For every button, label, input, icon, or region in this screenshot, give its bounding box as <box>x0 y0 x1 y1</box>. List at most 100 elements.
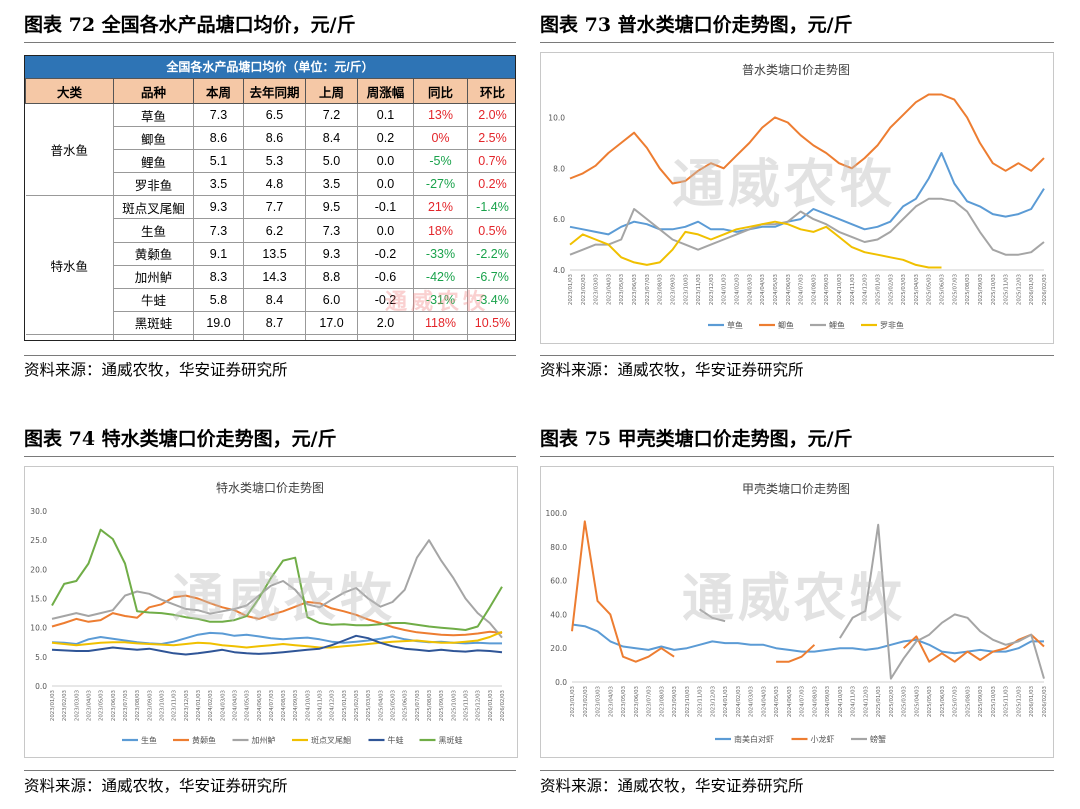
table-cell: 7.3 <box>193 218 244 243</box>
table-cell: 3.5 <box>305 172 358 197</box>
x-tick-label: 2023/10/03 <box>683 274 689 305</box>
x-tick-label: 2023/03/03 <box>74 690 80 721</box>
x-tick-label: 2025/05/03 <box>927 686 933 717</box>
y-tick-label: 20.0 <box>550 644 567 653</box>
x-tick-label: 2026/02/03 <box>500 690 506 721</box>
x-tick-label: 2024/07/03 <box>269 690 275 721</box>
table-cell: 14.3 <box>243 264 306 289</box>
x-tick-label: 2026/02/03 <box>1042 274 1048 305</box>
table-cell: -0.6 <box>357 264 414 289</box>
x-tick-label: 2025/03/03 <box>902 686 908 717</box>
table-cell: 6.2 <box>243 218 306 243</box>
table-row: 甲壳类南美白对虾22.424.124.5-2.1-7%-9.3% <box>25 333 515 340</box>
table-cell: 0.1 <box>357 102 414 128</box>
x-tick-label: 2025/01/03 <box>876 686 882 717</box>
table-category-cell: 特水鱼 <box>25 195 114 335</box>
table-cell: 南美白对虾 <box>113 333 194 340</box>
x-tick-label: 2024/09/03 <box>824 274 830 305</box>
x-tick-label: 2023/02/03 <box>583 686 589 717</box>
x-tick-label: 2024/03/03 <box>749 686 755 717</box>
table-cell: 0.2 <box>357 126 414 151</box>
x-tick-label: 2023/08/03 <box>135 690 141 721</box>
x-tick-label: 2024/02/03 <box>208 690 214 721</box>
price-table: 大类 品种 本周 去年同期 上周 周涨幅 同比 环比 普水鱼 草鱼 7.3 6.5 7.2 0.1 13%… <box>25 78 515 340</box>
series-line-4 <box>51 630 503 649</box>
x-tick-label: 2025/10/03 <box>991 686 997 717</box>
x-tick-label: 2025/09/03 <box>439 690 445 721</box>
x-tick-label: 2023/06/03 <box>632 274 638 305</box>
x-tick-label: 2024/01/03 <box>722 274 728 305</box>
legend-label: 加州鲈 <box>252 735 276 745</box>
table-cell: 2.5% <box>467 126 515 151</box>
table-row: 鲤鱼 5.1 5.3 5.0 0.0 -5% 0.7% <box>26 149 515 174</box>
x-tick-label: 2023/05/03 <box>621 686 627 717</box>
table-cell: 24.1 <box>243 333 306 340</box>
table-cell: 牛蛙 <box>113 287 194 312</box>
x-tick-label: 2025/06/03 <box>403 690 409 721</box>
series-line-4 <box>569 220 942 269</box>
y-tick-label: 100.0 <box>546 509 568 518</box>
x-tick-label: 2024/10/03 <box>305 690 311 721</box>
x-tick-label: 2024/04/03 <box>760 274 766 305</box>
x-tick-label: 2024/11/03 <box>851 686 857 717</box>
x-tick-label: 2023/09/03 <box>671 274 677 305</box>
chart-frame-73 <box>540 52 1054 344</box>
table-category-cell: 甲壳类 <box>25 333 114 340</box>
x-tick-label: 2023/02/03 <box>581 274 587 305</box>
legend-label: 螃蟹 <box>870 734 886 744</box>
x-tick-label: 2023/07/03 <box>645 274 651 305</box>
table-cell: -5% <box>413 149 468 174</box>
table-cell: 草鱼 <box>113 102 194 128</box>
y-tick-label: 40.0 <box>550 610 567 619</box>
x-tick-label: 2026/01/03 <box>488 690 494 721</box>
x-tick-label: 2024/04/03 <box>761 686 767 717</box>
source-note-73: 资料来源：通威农牧，华安证券研究所 <box>540 361 804 379</box>
source-note-75: 资料来源：通威农牧，华安证券研究所 <box>540 777 804 795</box>
x-tick-label: 2024/02/03 <box>736 686 742 717</box>
legend-label: 小龙虾 <box>811 734 835 744</box>
x-tick-label: 2023/10/03 <box>160 690 166 721</box>
table-cell: 8.4 <box>305 126 358 151</box>
table-row: 鲫鱼 8.6 8.6 8.4 0.2 0% 2.5% <box>26 126 515 151</box>
x-tick-label: 2024/09/03 <box>293 690 299 721</box>
table-cell: 罗非鱼 <box>113 172 194 197</box>
x-tick-label: 2024/05/03 <box>774 686 780 717</box>
x-tick-label: 2024/01/03 <box>196 690 202 721</box>
x-tick-label: 2025/09/03 <box>978 274 984 305</box>
table-cell: 8.6 <box>193 126 244 151</box>
x-tick-label: 2025/12/03 <box>1016 274 1022 305</box>
x-tick-label: 2023/04/03 <box>606 274 612 305</box>
x-tick-label: 2025/05/03 <box>391 690 397 721</box>
heading-chart-74: 图表 74 特水类塘口价走势图，元/斤 <box>24 428 337 450</box>
series-line-2 <box>51 594 503 637</box>
chart-frame-75 <box>540 466 1054 758</box>
x-tick-label: 2024/10/03 <box>838 686 844 717</box>
x-tick-label: 2024/12/03 <box>863 686 869 717</box>
chart-title: 特水类塘口价走势图 <box>216 480 324 495</box>
table-cell: 17.0 <box>305 310 358 335</box>
table-cell: 7.7 <box>243 195 306 220</box>
x-tick-label: 2023/09/03 <box>672 686 678 717</box>
table-cell: -1.4% <box>467 195 515 220</box>
legend-label: 斑点叉尾鮰 <box>311 735 351 745</box>
x-tick-label: 2024/05/03 <box>773 274 779 305</box>
x-tick-label: 2026/02/03 <box>1042 686 1048 717</box>
y-tick-label: 15.0 <box>30 595 47 604</box>
x-tick-label: 2024/09/03 <box>825 686 831 717</box>
heading-rule-74 <box>24 456 516 457</box>
table-cell: -31% <box>413 287 468 312</box>
table-cell: 7.3 <box>193 102 244 128</box>
x-tick-label: 2023/04/03 <box>608 686 614 717</box>
x-tick-label: 2024/11/03 <box>850 274 856 305</box>
x-tick-label: 2024/08/03 <box>811 274 817 305</box>
table-cell: 0% <box>413 126 468 151</box>
x-tick-label: 2024/07/03 <box>799 274 805 305</box>
source-rule-72 <box>24 355 516 356</box>
x-tick-label: 2024/12/03 <box>863 274 869 305</box>
x-tick-label: 2024/04/03 <box>232 690 238 721</box>
x-tick-label: 2023/11/03 <box>698 686 704 717</box>
table-header-cell: 周涨幅 <box>357 78 414 104</box>
table-cell: 6.5 <box>243 102 306 128</box>
table-cell: 9.5 <box>305 195 358 220</box>
table-cell: 10.5% <box>467 310 515 335</box>
